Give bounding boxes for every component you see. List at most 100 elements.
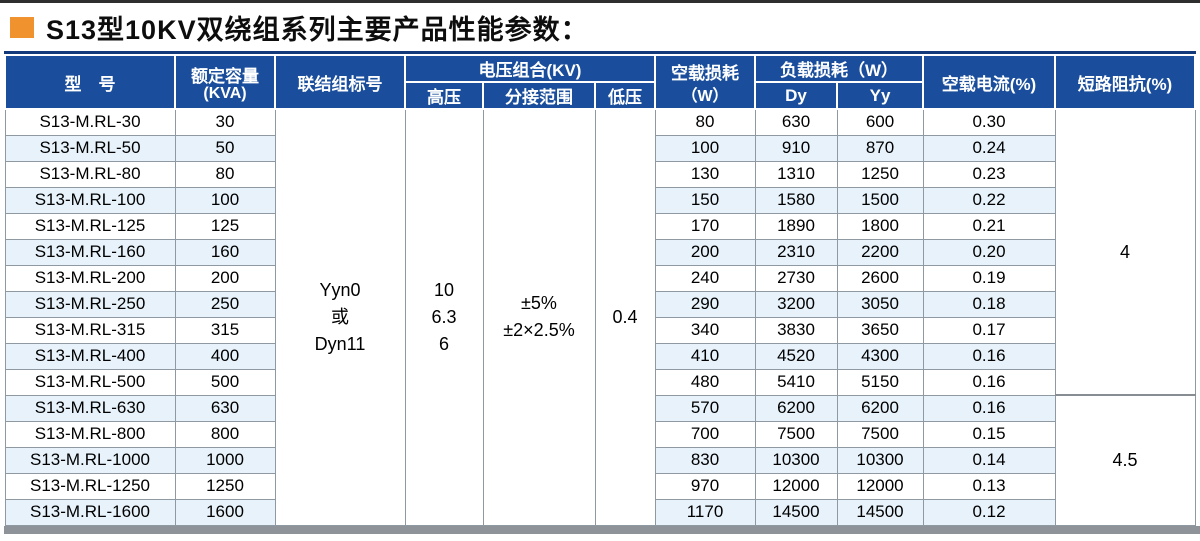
no-load-current-cell: 0.12 xyxy=(922,498,1056,526)
no-load-current-cell: 0.18 xyxy=(922,290,1056,318)
table-row: S13-M.RL-80 80 130 1310 1250 0.23 xyxy=(4,160,1195,188)
no-load-loss-cell: 150 xyxy=(654,186,756,214)
dy-loss-cell: 2310 xyxy=(754,238,838,266)
capacity-cell: 1250 xyxy=(174,472,276,500)
model-cell: S13-M.RL-100 xyxy=(4,186,176,214)
table-body: S13-M.RL-30 30 Yyn0 或 Dyn11 10 6.3 6 ±5% ±2×2.5% 0… xyxy=(4,108,1196,526)
yy-loss-cell: 870 xyxy=(836,134,924,162)
model-cell: S13-M.RL-315 xyxy=(4,316,176,344)
dy-loss-cell: 910 xyxy=(754,134,838,162)
capacity-cell: 160 xyxy=(174,238,276,266)
yy-loss-cell: 1250 xyxy=(836,160,924,188)
no-load-current-cell: 0.14 xyxy=(922,446,1056,474)
table-row: S13-M.RL-30 30 Yyn0 或 Dyn11 10 6.3 6 ±5% ±2×2.5% 0… xyxy=(4,108,1196,526)
header-lv: 低压 xyxy=(594,81,656,110)
yy-loss-cell: 2600 xyxy=(836,264,924,292)
no-load-loss-cell: 200 xyxy=(654,238,756,266)
capacity-cell: 30 xyxy=(174,108,276,136)
no-load-loss-cell: 830 xyxy=(654,446,756,474)
header-connection-group: 联结组标号 xyxy=(274,54,406,110)
no-load-loss-cell: 570 xyxy=(654,394,756,422)
header-no-load-loss: 空载损耗 （W） xyxy=(654,54,756,110)
table-row: S13-M.RL-500 500 480 5410 5150 0.16 xyxy=(4,368,1195,396)
yy-loss-cell: 4300 xyxy=(836,342,924,370)
capacity-cell: 1600 xyxy=(174,498,276,526)
model-cell: S13-M.RL-500 xyxy=(4,368,176,396)
capacity-cell: 250 xyxy=(174,290,276,318)
model-cell: S13-M.RL-30 xyxy=(4,108,176,136)
no-load-current-cell: 0.16 xyxy=(922,368,1056,396)
title-row: S13型10KV双绕组系列主要产品性能参数： xyxy=(0,3,1200,51)
yy-loss-cell: 1800 xyxy=(836,212,924,240)
dy-loss-cell: 1310 xyxy=(754,160,838,188)
capacity-cell: 100 xyxy=(174,186,276,214)
no-load-loss-cell: 240 xyxy=(654,264,756,292)
capacity-cell: 400 xyxy=(174,342,276,370)
spec-table: 型 号 额定容量 (KVA) 联结组标号 电压组合(KV) 空载损耗 （W） 负… xyxy=(4,54,1196,526)
dy-loss-cell: 1890 xyxy=(754,212,838,240)
spec-table-wrap: 型 号 额定容量 (KVA) 联结组标号 电压组合(KV) 空载损耗 （W） 负… xyxy=(4,51,1196,526)
no-load-loss-cell: 700 xyxy=(654,420,756,448)
table-row: S13-M.RL-315 315 340 3830 3650 0.17 xyxy=(4,316,1195,344)
capacity-cell: 315 xyxy=(174,316,276,344)
header-impedance: 短路阻抗(%) xyxy=(1054,54,1196,110)
table-row: S13-M.RL-50 50 100 910 870 0.24 xyxy=(4,134,1195,162)
dy-loss-cell: 3830 xyxy=(754,316,838,344)
table-row: S13-M.RL-630 630 570 6200 6200 0.16 4.5 xyxy=(4,394,1196,526)
no-load-current-cell: 0.24 xyxy=(922,134,1056,162)
header-voltage-group: 电压组合(KV) xyxy=(404,54,656,83)
capacity-cell: 125 xyxy=(174,212,276,240)
no-load-loss-cell: 80 xyxy=(654,108,756,136)
top-rule xyxy=(0,0,1200,3)
header-no-load-current: 空载电流(%) xyxy=(922,54,1057,110)
yy-loss-cell: 10300 xyxy=(836,446,924,474)
no-load-loss-cell: 410 xyxy=(654,342,756,370)
yy-loss-cell: 3650 xyxy=(836,316,924,344)
capacity-cell: 1000 xyxy=(174,446,276,474)
capacity-cell: 500 xyxy=(174,368,276,396)
table-header: 型 号 额定容量 (KVA) 联结组标号 电压组合(KV) 空载损耗 （W） 负… xyxy=(4,54,1196,110)
header-capacity-line1: 额定容量 xyxy=(191,66,259,86)
header-dy: Dy xyxy=(754,81,838,110)
model-cell: S13-M.RL-80 xyxy=(4,160,176,188)
header-yy: Yy xyxy=(835,81,925,110)
impedance-cell: 4 xyxy=(1054,108,1196,396)
yy-loss-cell: 14500 xyxy=(836,498,924,526)
no-load-current-cell: 0.30 xyxy=(922,108,1056,136)
capacity-cell: 630 xyxy=(174,394,276,422)
model-cell: S13-M.RL-1600 xyxy=(4,498,176,526)
dy-loss-cell: 2730 xyxy=(754,264,838,292)
yy-loss-cell: 600 xyxy=(836,108,924,136)
dy-loss-cell: 12000 xyxy=(754,472,838,500)
dy-loss-cell: 14500 xyxy=(754,498,838,526)
dy-loss-cell: 630 xyxy=(754,108,838,136)
model-cell: S13-M.RL-125 xyxy=(4,212,176,240)
table-row: S13-M.RL-1250 1250 970 12000 12000 0.13 xyxy=(4,472,1195,500)
no-load-loss-cell: 970 xyxy=(654,472,756,500)
no-load-loss-cell: 100 xyxy=(654,134,756,162)
no-load-current-cell: 0.16 xyxy=(922,342,1056,370)
no-load-current-cell: 0.13 xyxy=(922,472,1056,500)
capacity-cell: 50 xyxy=(174,134,276,162)
connection-group-cell: Yyn0 或 Dyn11 xyxy=(274,108,406,526)
table-row: S13-M.RL-1600 1600 1170 14500 14500 0.12 xyxy=(4,498,1195,526)
impedance-cell: 4.5 xyxy=(1054,394,1196,526)
yy-loss-cell: 12000 xyxy=(836,472,924,500)
no-load-current-cell: 0.15 xyxy=(922,420,1056,448)
table-top-border xyxy=(4,51,1196,54)
table-row: S13-M.RL-125 125 170 1890 1800 0.21 xyxy=(4,212,1195,240)
header-load-loss: 负载损耗（W） xyxy=(753,54,925,83)
model-cell: S13-M.RL-200 xyxy=(4,264,176,292)
table-row: S13-M.RL-800 800 700 7500 7500 0.15 xyxy=(4,420,1195,448)
header-tap-range: 分接范围 xyxy=(482,81,596,110)
hv-voltage-cell: 10 6.3 6 xyxy=(404,108,484,526)
dy-loss-cell: 1580 xyxy=(754,186,838,214)
dy-loss-cell: 3200 xyxy=(754,290,838,318)
capacity-cell: 800 xyxy=(174,420,276,448)
no-load-current-cell: 0.21 xyxy=(922,212,1056,240)
yy-loss-cell: 2200 xyxy=(836,238,924,266)
no-load-loss-cell: 480 xyxy=(654,368,756,396)
yy-loss-cell: 6200 xyxy=(836,394,924,422)
no-load-loss-cell: 130 xyxy=(654,160,756,188)
capacity-cell: 200 xyxy=(174,264,276,292)
